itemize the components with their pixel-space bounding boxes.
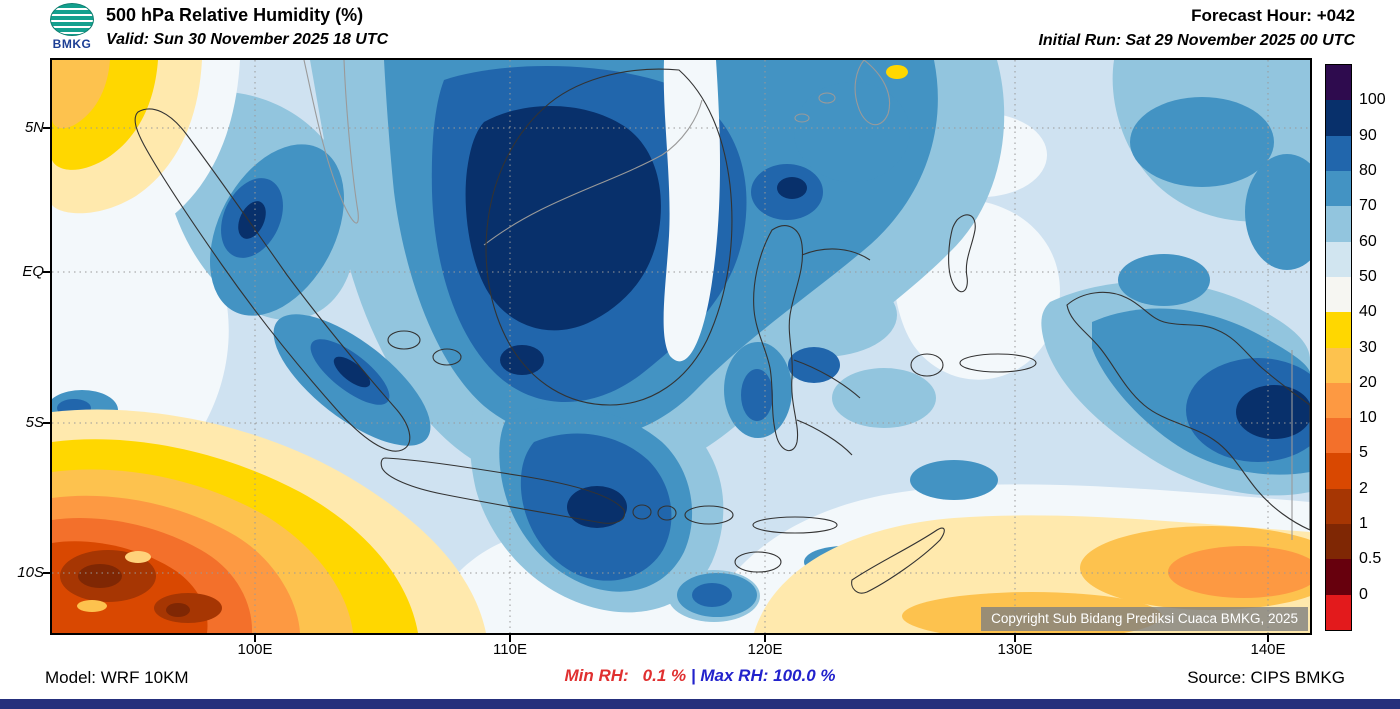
colorbar-segment — [1326, 524, 1351, 560]
belitung-coastline — [432, 348, 462, 366]
min-rh-text: Min RH: 0.1 % — [564, 666, 686, 685]
map-svg — [52, 60, 1310, 633]
colorbar-segment — [1326, 453, 1351, 489]
colorbar-segment — [1326, 276, 1351, 313]
colorbar-gradient — [1325, 64, 1352, 631]
bmkg-globe-icon — [50, 3, 94, 36]
borneo-coastline — [485, 68, 733, 406]
foreign-coastline-layer — [303, 60, 1293, 540]
colorbar-segment — [1326, 135, 1351, 171]
lon-tick — [764, 635, 766, 642]
java-coastline — [380, 457, 626, 524]
valid-time: Valid: Sun 30 November 2025 18 UTC — [106, 31, 389, 48]
colorbar-tick-label: 1 — [1359, 515, 1368, 533]
lon-label-130e: 130E — [997, 641, 1033, 658]
max-rh-text: Max RH: 100.0 % — [700, 666, 835, 685]
colorbar-tick-label: 5 — [1359, 444, 1368, 462]
lat-label-eq: EQ — [22, 263, 44, 280]
colorbar-tick-label: 10 — [1359, 409, 1377, 427]
lon-tick — [1014, 635, 1016, 642]
timor-coastline — [851, 527, 945, 594]
colorbar-tick-label: 0 — [1359, 585, 1368, 603]
mindanao-coastline — [854, 60, 891, 126]
copyright-watermark: Copyright Sub Bidang Prediksi Cuaca BMKG… — [981, 607, 1308, 631]
papua-coastline — [1066, 291, 1310, 531]
map-canvas: Copyright Sub Bidang Prediksi Cuaca BMKG… — [50, 58, 1312, 635]
kalimantan-border — [483, 99, 703, 246]
colorbar-tick-label: 80 — [1359, 161, 1377, 179]
lat-tick — [43, 271, 50, 273]
lon-label-100e: 100E — [237, 641, 273, 658]
colorbar-tick-labels: 100 90 80 70 60 50 40 30 20 10 5 2 1 0.5 0 — [1359, 65, 1397, 630]
max-rh-value: 100.0 % — [773, 666, 836, 685]
min-rh-label: Min RH: — [564, 666, 629, 685]
colorbar-tick-label: 100 — [1359, 91, 1386, 109]
lon-tick — [509, 635, 511, 642]
colorbar-tick-label: 30 — [1359, 338, 1377, 356]
malay-peninsula-coastline — [303, 60, 359, 224]
colorbar-segment — [1326, 382, 1351, 419]
model-label: Model: WRF 10KM — [45, 668, 189, 687]
colorbar-segment — [1326, 65, 1351, 101]
colorbar-segment — [1326, 418, 1351, 454]
sumatra-coastline — [134, 108, 411, 452]
colorbar-segment — [1326, 594, 1351, 630]
colorbar-tick-label: 50 — [1359, 267, 1377, 285]
colorbar-tick-label: 2 — [1359, 479, 1368, 497]
source-label: Source: CIPS BMKG — [1187, 668, 1345, 687]
colorbar-tick-label: 0.5 — [1359, 550, 1382, 568]
lon-label-110e: 110E — [493, 641, 527, 658]
colorbar-segment — [1326, 559, 1351, 595]
flores-coastline — [752, 516, 838, 534]
page-title: 500 hPa Relative Humidity (%) — [106, 5, 364, 25]
lat-tick — [43, 127, 50, 129]
lat-tick — [43, 572, 50, 574]
rh-minmax: Min RH: 0.1 % | Max RH: 100.0 % — [0, 666, 1400, 686]
bali-coastline — [632, 504, 652, 520]
lombok-coastline — [657, 505, 677, 521]
bmkg-logo-text: BMKG — [52, 37, 92, 51]
colorbar-segment — [1326, 170, 1351, 207]
coastline-layer — [134, 68, 1310, 594]
colorbar-tick-label: 40 — [1359, 303, 1377, 321]
forecast-hour: Forecast Hour: +042 — [1191, 6, 1355, 25]
lat-tick — [43, 422, 50, 424]
grid-layer — [52, 60, 1310, 633]
colorbar-tick-label: 70 — [1359, 197, 1377, 215]
sumba-coastline — [734, 551, 782, 573]
bottom-bar — [0, 699, 1400, 709]
colorbar-segment — [1326, 241, 1351, 277]
colorbar-tick-label: 20 — [1359, 373, 1377, 391]
halmahera-coastline — [948, 214, 976, 293]
colorbar-segment — [1326, 347, 1351, 383]
colorbar-tick-label: 90 — [1359, 126, 1377, 144]
colorbar-segment — [1326, 488, 1351, 525]
colorbar-segment — [1326, 206, 1351, 242]
sulawesi-coastline — [753, 225, 804, 452]
sumbawa-coastline — [684, 505, 734, 525]
initial-run: Initial Run: Sat 29 November 2025 00 UTC — [1038, 32, 1355, 49]
colorbar-segment — [1326, 312, 1351, 348]
colorbar-segment — [1326, 100, 1351, 136]
lon-tick — [254, 635, 256, 642]
lon-label-120e: 120E — [747, 641, 783, 658]
lon-tick — [1267, 635, 1269, 642]
lat-label-5s: 5S — [25, 414, 44, 431]
bmkg-logo: BMKG — [44, 3, 100, 51]
lon-label-140e: 140E — [1250, 641, 1286, 658]
lat-label-5n: 5N — [24, 119, 44, 136]
rh-fill-layer — [52, 60, 1310, 633]
bangka-coastline — [387, 330, 421, 350]
buru-coastline — [910, 353, 944, 377]
lat-label-10s: 10S — [17, 564, 44, 581]
seram-coastline — [959, 353, 1037, 373]
colorbar-tick-label: 60 — [1359, 232, 1377, 250]
minmax-separator: | — [690, 666, 696, 685]
max-rh-label: Max RH: — [700, 666, 769, 685]
min-rh-value: 0.1 % — [642, 666, 687, 685]
